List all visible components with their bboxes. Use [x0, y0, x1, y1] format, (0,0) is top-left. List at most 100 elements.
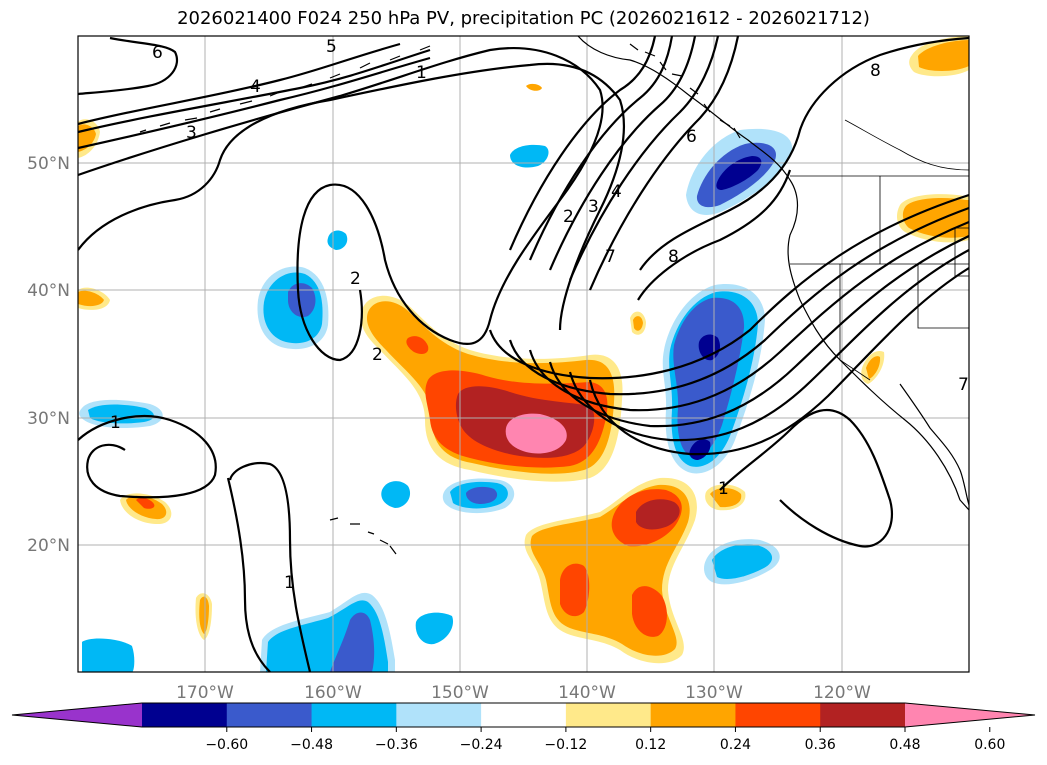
colorbar-bin: [311, 703, 397, 727]
colorbar-tick-label: 0.12: [635, 737, 666, 753]
pv-contour-west-loop: [78, 62, 626, 331]
colorbar-tick-label: −0.36: [375, 737, 418, 753]
colorbar-outline: [11, 702, 1036, 728]
colorbar-bin: [735, 703, 821, 727]
pos-anomaly-main-max: [505, 413, 567, 454]
contour-label: 5: [326, 37, 337, 57]
contour-label: 4: [250, 77, 261, 97]
colorbar-tick-label: 0.48: [889, 737, 920, 753]
colorbar-tick-label: 0.60: [974, 737, 1005, 753]
colorbar-tick-label: 0.36: [805, 737, 836, 753]
neg-anomaly-south-core: [330, 612, 375, 672]
pv-contour-north: [78, 47, 604, 362]
colorbar: −0.60 −0.48 −0.36 −0.24 −0.12 0.12 0.24 0.36 0.4…: [11, 702, 1036, 753]
pv-contour-jet-3: [548, 36, 697, 271]
lat-label: 30°N: [27, 409, 70, 429]
colorbar-bin: [650, 703, 736, 727]
pos-anomaly-south-red3: [632, 586, 667, 637]
colorbar-bin: [396, 703, 482, 727]
contour-label: 3: [186, 123, 197, 143]
colorbar-extend-high: [905, 703, 1035, 727]
contour-label: 8: [870, 61, 881, 81]
coastline-alaska: [577, 36, 969, 511]
contour-label: 2: [350, 269, 361, 289]
pv-contour-jet-1: [508, 36, 657, 251]
contour-label: 4: [611, 182, 622, 202]
lat-label: 40°N: [27, 281, 70, 301]
contour-label: 7: [958, 375, 969, 395]
coastlines: [139, 36, 969, 555]
coastline-islands-north: [629, 43, 741, 139]
pos-anomaly-small7-mid: [199, 596, 209, 634]
pv-contour-1-left: [226, 477, 271, 672]
neg-anomaly-small2: [327, 230, 348, 250]
contour-label: 8: [668, 247, 679, 267]
pos-anomaly-ne-corner-mid: [918, 40, 969, 71]
pv-contour-trough-5: [568, 249, 969, 442]
colorbar-bin: [565, 703, 652, 727]
colorbar-bin: [226, 703, 313, 727]
coastline-baja: [899, 383, 969, 506]
lat-label: 50°N: [27, 154, 70, 174]
pos-anomaly-small2-mid: [78, 290, 104, 307]
lon-label: 120°W: [813, 683, 871, 703]
pv-contour-6: [78, 36, 178, 96]
map-frame: [77, 35, 970, 673]
colorbar-tick-label: −0.12: [544, 737, 587, 753]
pv-contour-4: [78, 48, 431, 134]
contour-label: 2: [563, 207, 574, 227]
colorbar-tick-label: 0.24: [720, 737, 751, 753]
colorbar-bin: [481, 703, 567, 727]
colorbar-tick-label: −0.48: [290, 737, 333, 753]
pv-contour-3: [78, 56, 431, 150]
contour-label: 6: [686, 127, 697, 147]
colorbar-bin: [142, 703, 228, 727]
colorbar-tick-label: −0.24: [460, 737, 503, 753]
neg-anomaly-hawaii-core: [466, 486, 498, 504]
contour-label: 1: [110, 413, 121, 433]
neg-anomaly-southeast-inner: [712, 544, 773, 579]
coastline-hawaii: [329, 517, 397, 555]
pos-anomaly-small5-mid: [710, 488, 742, 508]
border-states-4: [954, 227, 969, 277]
pv-contour-1-column: [228, 462, 312, 672]
pv-contour-trough-6: [588, 267, 969, 456]
neg-anomaly-small5: [82, 638, 135, 672]
pos-anomaly-small6-mid: [866, 356, 881, 379]
pos-anomaly-small8: [526, 83, 542, 91]
lon-label: 150°W: [431, 683, 489, 703]
contour-label: 2: [372, 345, 383, 365]
border-states-2: [839, 264, 871, 381]
latitude-labels: 50°N 40°N 30°N 20°N: [27, 154, 70, 556]
pv-contour-trough-2: [508, 206, 969, 396]
neg-anomaly-small4: [415, 612, 454, 645]
pv-contour-1-east: [719, 409, 893, 548]
lat-label: 20°N: [27, 536, 70, 556]
neg-anomaly-west-core: [288, 283, 316, 318]
pos-anomaly-main-upper: [406, 336, 429, 354]
neg-anomaly-small3: [381, 481, 411, 508]
neg-anomaly-nw-coast-core: [716, 156, 762, 190]
pos-anomaly-south-dark: [636, 499, 680, 530]
pv-contour-trough-3: [528, 220, 969, 412]
pos-anomaly-small4-mid: [633, 316, 643, 331]
pv-contour-trough-1: [488, 193, 969, 380]
border-provinces: [844, 119, 969, 171]
colorbar-extend-low: [12, 703, 142, 727]
pv-contour-1-south: [78, 414, 217, 499]
colorbar-bin: [820, 703, 906, 727]
map-panel: 6 5 4 3 1 2 3 4 6 7 8 8 2 2 1 1 1 7: [78, 36, 969, 672]
pv-contour-5: [78, 42, 401, 126]
coastline-aleutians: [139, 45, 431, 133]
pv-contour-8-ridge: [637, 169, 792, 301]
lon-label: 140°W: [558, 683, 616, 703]
contour-label: 1: [284, 573, 295, 593]
contour-label: 1: [416, 63, 427, 83]
contour-label: 7: [605, 247, 616, 267]
contour-label: 3: [588, 197, 599, 217]
pv-contour-jet-4: [568, 36, 720, 281]
longitude-labels: 170°W 160°W 150°W 140°W 130°W 120°W: [176, 683, 871, 703]
contour-label: 1: [718, 479, 729, 499]
lon-label: 170°W: [176, 683, 234, 703]
